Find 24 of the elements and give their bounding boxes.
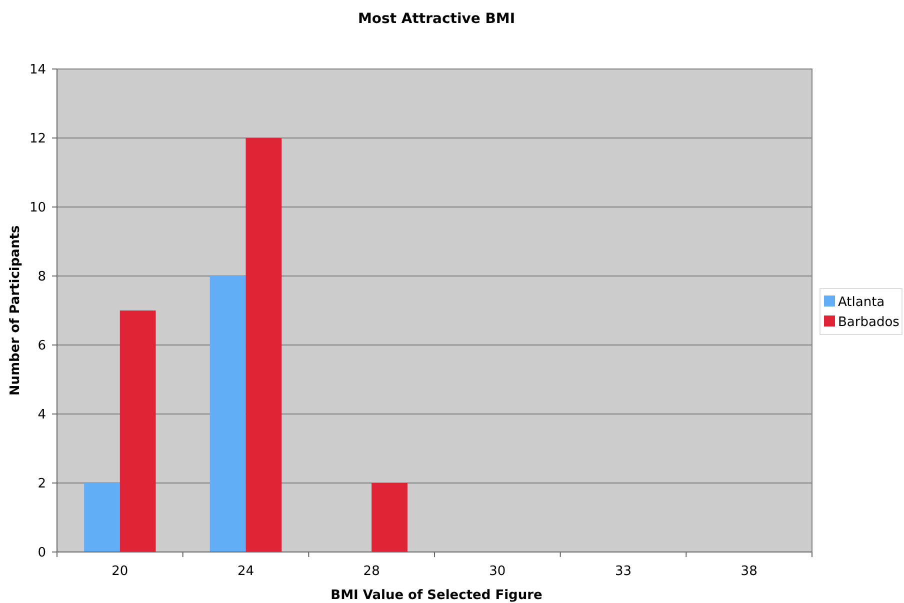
y-tick-label: 4 xyxy=(38,408,46,423)
x-tick-label: 38 xyxy=(740,564,758,579)
x-tick-label: 20 xyxy=(112,564,128,579)
legend-label: Barbados xyxy=(838,315,900,330)
y-tick-label: 8 xyxy=(38,270,46,285)
x-axis-title: BMI Value of Selected Figure xyxy=(330,588,542,603)
y-tick-label: 0 xyxy=(38,546,46,561)
y-tick-label: 14 xyxy=(29,62,46,78)
y-tick-label: 2 xyxy=(38,476,46,492)
bar xyxy=(84,483,120,552)
chart-title: Most Attractive BMI xyxy=(358,11,516,27)
y-tick-label: 10 xyxy=(29,200,46,216)
x-tick-label: 30 xyxy=(489,564,506,579)
bar xyxy=(372,483,408,552)
bar xyxy=(246,138,282,552)
x-tick-label: 28 xyxy=(363,564,380,579)
x-tick-label: 33 xyxy=(614,564,632,579)
bar xyxy=(120,310,156,552)
x-tick-label: 24 xyxy=(237,564,254,579)
legend-label: Atlanta xyxy=(838,295,885,310)
bar xyxy=(210,276,246,552)
y-axis-title: Number of Participants xyxy=(8,225,23,396)
y-tick-label: 12 xyxy=(29,132,46,147)
y-tick-label: 6 xyxy=(38,338,46,354)
